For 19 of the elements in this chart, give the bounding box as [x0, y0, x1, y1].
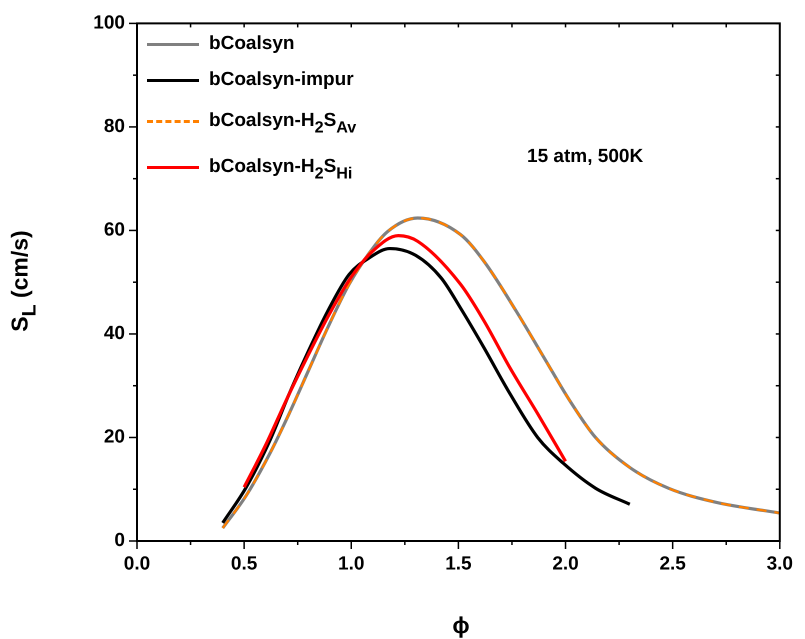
- y-tick-label: 40: [104, 323, 125, 344]
- y-tick-label: 80: [104, 116, 125, 138]
- x-tick-label: 1.5: [445, 554, 472, 575]
- annotation: 15 atm, 500K: [527, 146, 644, 168]
- x-tick-label: 0.5: [230, 554, 258, 575]
- legend-label: bCoalsyn-impur: [209, 69, 354, 91]
- legend-label: bCoalsyn-H$_{2}$S$_{Hi}$: [209, 156, 352, 182]
- y-tick-label: 60: [104, 220, 125, 241]
- y-tick-label: 100: [93, 12, 125, 34]
- x-tick-label: 2.0: [552, 554, 579, 575]
- y-tick-label: 20: [104, 426, 125, 448]
- y-tick-label: 0: [114, 530, 125, 552]
- x-tick-label: 3.0: [766, 554, 794, 575]
- x-axis-title: ϕ: [452, 612, 470, 639]
- x-tick-label: 1.0: [338, 554, 364, 575]
- legend-label: bCoalsyn-H$_{2}$S$_{Av}$: [209, 110, 356, 136]
- x-tick-label: 2.5: [659, 554, 686, 575]
- legend-label: bCoalsyn: [209, 33, 295, 55]
- x-tick-label: 0.0: [124, 554, 150, 575]
